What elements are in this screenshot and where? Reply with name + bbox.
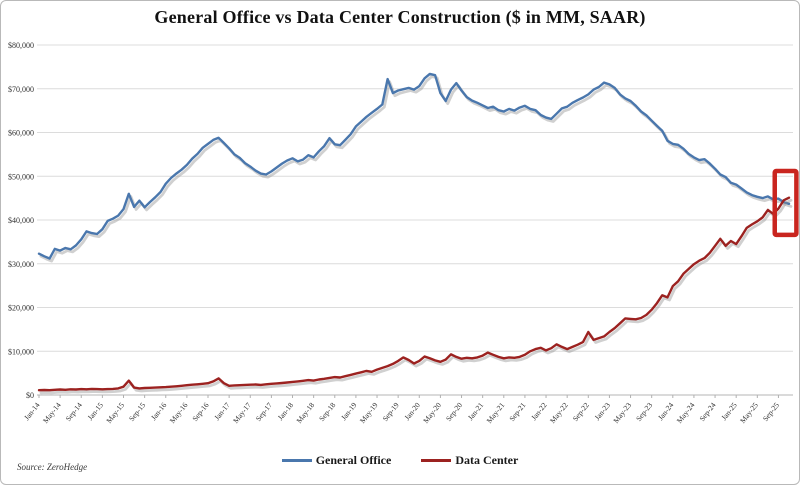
svg-text:May-23: May-23 [611, 400, 633, 424]
svg-text:May-14: May-14 [41, 400, 63, 424]
svg-text:$10,000: $10,000 [8, 347, 34, 356]
svg-text:Sep-23: Sep-23 [634, 400, 654, 422]
chart-title: General Office vs Data Center Constructi… [154, 7, 646, 27]
svg-text:Jan-21: Jan-21 [466, 400, 486, 421]
svg-text:Jan-19: Jan-19 [339, 400, 359, 421]
svg-text:May-19: May-19 [358, 400, 380, 424]
svg-text:May-22: May-22 [548, 400, 570, 424]
svg-text:Jan-22: Jan-22 [529, 400, 549, 421]
svg-text:May-17: May-17 [231, 400, 253, 424]
chart-legend: General Office Data Center [1, 453, 799, 468]
svg-text:$0: $0 [26, 391, 34, 400]
svg-text:Jan-24: Jan-24 [656, 400, 676, 421]
svg-text:Sep-18: Sep-18 [317, 400, 337, 422]
svg-text:Sep-15: Sep-15 [127, 400, 147, 422]
svg-text:Jan-15: Jan-15 [86, 400, 106, 421]
svg-text:$30,000: $30,000 [8, 260, 34, 269]
legend-item-general-office: General Office [281, 453, 392, 468]
svg-text:May-16: May-16 [168, 400, 190, 424]
svg-text:Jan-16: Jan-16 [149, 400, 169, 421]
legend-label-general-office: General Office [315, 453, 392, 467]
svg-text:$20,000: $20,000 [8, 304, 34, 313]
svg-text:Sep-25: Sep-25 [761, 400, 781, 422]
svg-text:Sep-24: Sep-24 [697, 400, 717, 422]
svg-text:Sep-19: Sep-19 [381, 400, 401, 422]
svg-text:Jan-18: Jan-18 [276, 400, 296, 421]
source-note: Source: ZeroHedge [17, 462, 88, 472]
svg-text:$60,000: $60,000 [8, 129, 34, 138]
svg-text:Sep-20: Sep-20 [444, 400, 464, 422]
svg-text:May-18: May-18 [295, 400, 317, 424]
svg-text:Sep-14: Sep-14 [64, 400, 84, 422]
legend-swatch-data-center-line [421, 459, 452, 462]
svg-text:Jan-14: Jan-14 [22, 400, 42, 421]
svg-text:$70,000: $70,000 [8, 85, 34, 94]
svg-text:Sep-16: Sep-16 [190, 400, 210, 422]
svg-text:May-15: May-15 [104, 400, 126, 424]
svg-text:Jan-20: Jan-20 [402, 400, 422, 421]
svg-text:May-24: May-24 [675, 400, 697, 424]
svg-text:Sep-22: Sep-22 [571, 400, 591, 422]
svg-text:$50,000: $50,000 [8, 172, 34, 181]
svg-text:Jan-17: Jan-17 [212, 400, 232, 421]
svg-text:May-21: May-21 [485, 400, 507, 424]
svg-text:Jan-25: Jan-25 [719, 400, 739, 421]
svg-text:Jan-23: Jan-23 [593, 400, 613, 421]
svg-text:$80,000: $80,000 [8, 41, 34, 50]
svg-text:$40,000: $40,000 [8, 216, 34, 225]
svg-text:May-20: May-20 [421, 400, 443, 424]
svg-text:May-25: May-25 [738, 400, 760, 424]
svg-text:Sep-21: Sep-21 [507, 400, 527, 422]
legend-label-data-center: Data Center [455, 453, 519, 467]
legend-item-data-center: Data Center [421, 453, 518, 468]
legend-swatch-general-office-line [281, 459, 312, 462]
svg-text:Sep-17: Sep-17 [254, 400, 274, 422]
